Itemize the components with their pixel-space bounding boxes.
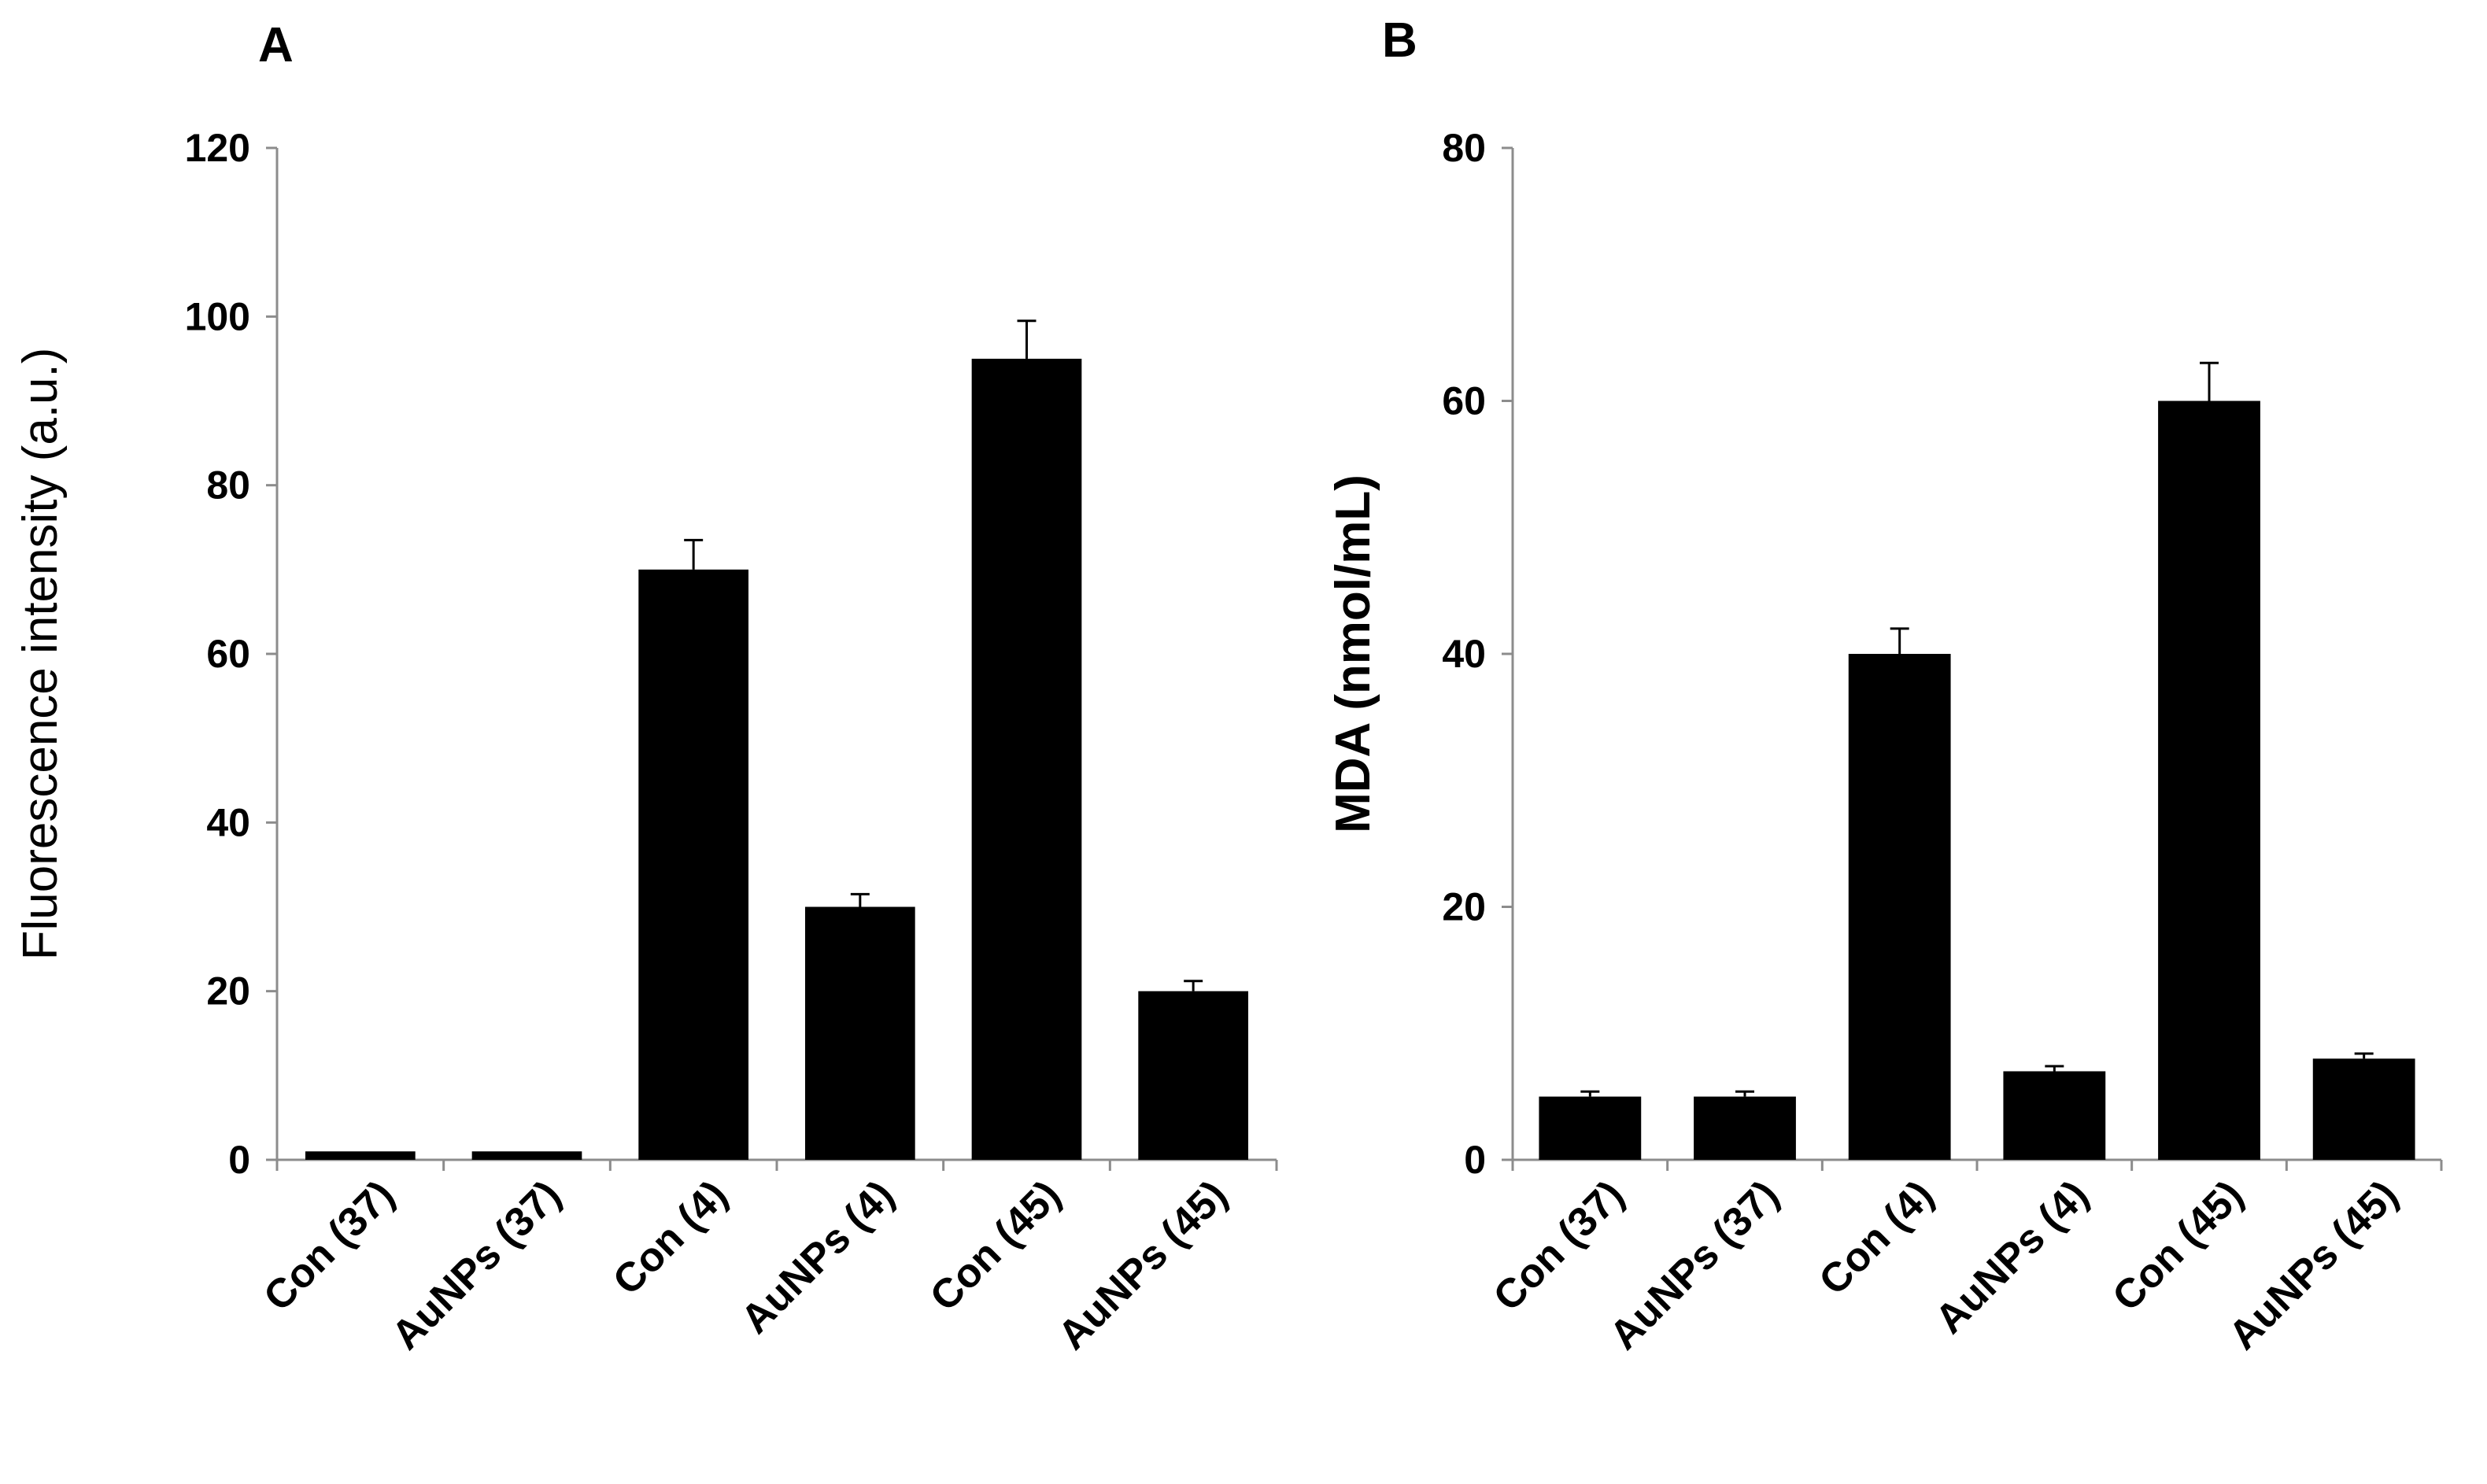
bar-a-4 bbox=[971, 358, 1082, 1161]
y-tick-label-a-4: 80 bbox=[206, 463, 250, 508]
x-tick-label-b-2: Con (4) bbox=[1811, 1172, 1943, 1304]
x-tick-label-a-4: Con (45) bbox=[922, 1172, 1070, 1320]
panel-letter-a: A bbox=[258, 18, 294, 72]
x-tick-label-b-3: AuNPs (4) bbox=[1927, 1172, 2097, 1342]
x-tick-label-a-3: AuNPs (4) bbox=[733, 1172, 904, 1342]
bar-a-5 bbox=[1138, 991, 1249, 1160]
x-tick-label-a-0: Con (37) bbox=[255, 1172, 403, 1320]
bar-b-2 bbox=[1848, 654, 1951, 1160]
y-tick-label-a-6: 120 bbox=[185, 126, 250, 170]
x-tick-label-b-4: Con (45) bbox=[2104, 1172, 2252, 1320]
y-tick-label-b-3: 60 bbox=[1442, 379, 1486, 423]
panel-letter-b: B bbox=[1382, 13, 1417, 68]
bar-b-4 bbox=[2158, 401, 2260, 1160]
error-bar-b-0 bbox=[1580, 1090, 1600, 1097]
error-bar-b-3 bbox=[2045, 1065, 2064, 1072]
y-tick-label-b-1: 20 bbox=[1442, 885, 1486, 929]
x-tick-label-a-5: AuNPs (45) bbox=[1049, 1172, 1236, 1358]
y-tick-label-a-5: 100 bbox=[185, 294, 250, 338]
error-bar-b-4 bbox=[2200, 361, 2219, 401]
y-tick-label-a-0: 0 bbox=[228, 1138, 250, 1182]
y-axis-title-b: MDA (nmol/mL) bbox=[1326, 474, 1380, 833]
x-tick-label-a-2: Con (4) bbox=[604, 1172, 737, 1304]
bar-b-3 bbox=[2003, 1071, 2106, 1160]
bar-a-0 bbox=[305, 1151, 416, 1160]
error-bar-b-5 bbox=[2354, 1052, 2374, 1059]
error-bar-a-2 bbox=[684, 538, 704, 570]
x-tick-label-b-0: Con (37) bbox=[1485, 1172, 1633, 1320]
y-tick-label-b-0: 0 bbox=[1464, 1138, 1486, 1182]
panel-a: A 0 20 40 60 80 100 120 Con (37)AuNPs (37) Con (4… bbox=[13, 18, 1278, 1359]
error-bar-b-1 bbox=[1735, 1090, 1754, 1097]
error-bar-a-5 bbox=[1184, 980, 1203, 991]
x-tick-label-b-5: AuNPs (45) bbox=[2220, 1172, 2407, 1358]
y-tick-label-b-2: 40 bbox=[1442, 632, 1486, 676]
bar-a-3 bbox=[804, 906, 915, 1160]
error-bar-b-2 bbox=[1890, 627, 1909, 654]
bar-b-0 bbox=[1539, 1096, 1642, 1160]
x-tick-label-a-1: AuNPs (37) bbox=[383, 1172, 570, 1358]
y-tick-label-a-3: 60 bbox=[206, 632, 250, 676]
y-tick-label-b-4: 80 bbox=[1442, 126, 1486, 170]
y-tick-label-a-1: 20 bbox=[206, 969, 250, 1013]
error-bar-a-4 bbox=[1017, 319, 1037, 359]
y-axis-title-a: Fluorescence intensity (a.u.) bbox=[13, 348, 68, 961]
bar-a-1 bbox=[471, 1151, 582, 1160]
bar-b-5 bbox=[2312, 1058, 2415, 1160]
bar-b-1 bbox=[1694, 1096, 1796, 1160]
bar-a-2 bbox=[638, 569, 749, 1160]
x-tick-label-b-1: AuNPs (37) bbox=[1601, 1172, 1787, 1358]
error-bar-a-3 bbox=[850, 892, 870, 907]
y-tick-label-a-2: 40 bbox=[206, 800, 250, 844]
